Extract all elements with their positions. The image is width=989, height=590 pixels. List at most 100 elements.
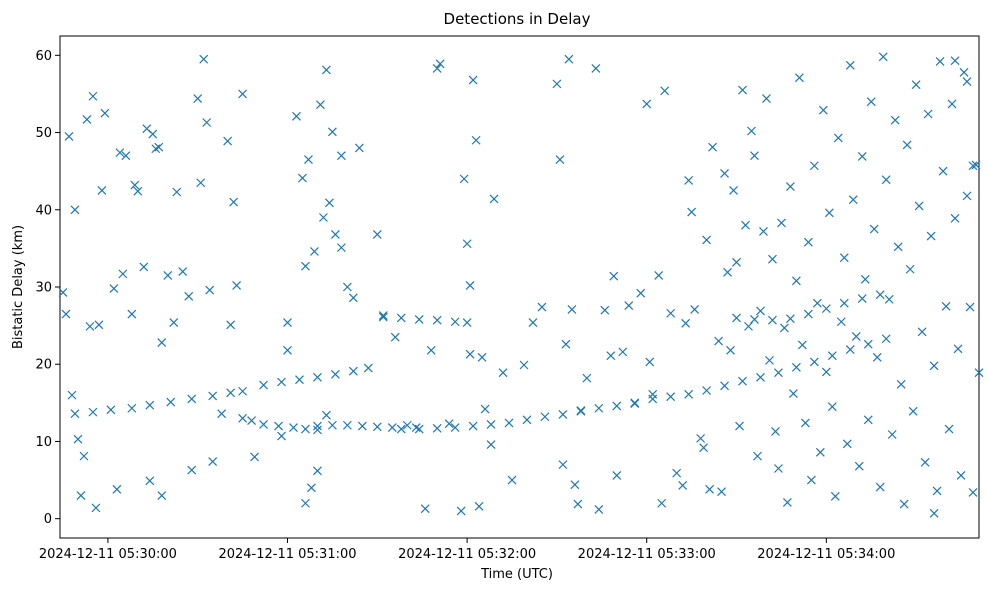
x-tick-label-3: 2024-12-11 05:33:00	[578, 547, 716, 562]
data-point-212	[717, 487, 726, 497]
data-point-271	[893, 242, 903, 252]
data-point-156	[456, 506, 466, 516]
data-point-32	[414, 315, 424, 324]
x-tick-label-1: 2024-12-11 05:31:00	[218, 547, 356, 562]
data-point-224	[753, 451, 762, 461]
y-tick-label-1: 10	[35, 435, 52, 450]
data-point-99	[148, 129, 158, 139]
data-point-259	[857, 152, 867, 161]
data-point-172	[537, 302, 547, 312]
y-tick-label-3: 30	[35, 281, 52, 296]
y-axis-title: Bistatic Delay (km)	[11, 225, 26, 349]
data-point-47	[594, 403, 604, 413]
data-point-50	[648, 394, 658, 404]
data-point-62	[863, 339, 873, 349]
data-point-292	[956, 471, 966, 480]
data-point-150	[411, 423, 421, 432]
data-point-250	[830, 491, 840, 501]
data-point-254	[842, 439, 852, 449]
data-point-295	[965, 302, 975, 312]
data-point-60	[827, 351, 837, 361]
data-point-181	[576, 406, 586, 415]
data-point-79	[76, 491, 86, 500]
data-point-161	[468, 75, 478, 85]
data-point-248	[824, 208, 834, 218]
data-point-258	[854, 461, 864, 471]
data-point-225	[756, 306, 765, 316]
x-tick-label-2: 2024-12-11 05:32:00	[398, 547, 536, 562]
y-axis: 0 10 20 30 40 50 60	[35, 49, 60, 527]
data-point-176	[561, 339, 571, 349]
data-point-272	[896, 379, 906, 389]
data-point-26	[342, 420, 352, 430]
data-point-21	[330, 369, 340, 379]
data-point-113	[202, 118, 212, 127]
data-point-72	[875, 290, 885, 300]
data-point-133	[319, 213, 328, 222]
data-point-152	[426, 345, 436, 355]
data-point-95	[133, 186, 143, 196]
data-point-215	[726, 345, 735, 355]
data-point-127	[298, 173, 307, 183]
data-point-131	[310, 247, 319, 256]
data-point-89	[112, 484, 122, 494]
data-point-243	[809, 161, 819, 171]
data-point-93	[127, 309, 137, 319]
data-point-58	[791, 362, 801, 372]
data-point-107	[178, 267, 188, 276]
data-point-94	[130, 180, 140, 190]
data-point-264	[872, 352, 882, 362]
data-point-296	[968, 488, 978, 497]
data-point-174	[555, 155, 565, 164]
data-point-30	[378, 312, 388, 322]
data-point-138	[336, 243, 346, 253]
data-point-221	[744, 321, 753, 331]
data-point-270	[890, 115, 900, 125]
data-point-269	[887, 430, 897, 439]
data-point-74	[61, 309, 71, 319]
data-point-188	[612, 471, 622, 480]
data-point-22	[348, 366, 358, 376]
data-point-90	[115, 148, 125, 158]
data-point-201	[678, 481, 688, 490]
data-point-223	[750, 151, 759, 161]
data-point-177	[564, 54, 574, 64]
data-point-183	[591, 64, 601, 73]
data-point-300	[950, 56, 960, 66]
data-point-105	[169, 318, 179, 327]
data-point-83	[88, 91, 98, 101]
y-tick-label-5: 50	[35, 126, 52, 141]
data-point-10	[238, 413, 248, 423]
data-point-158	[462, 239, 472, 249]
data-point-206	[696, 433, 706, 443]
data-point-220	[741, 220, 750, 230]
data-point-222	[747, 126, 756, 136]
data-point-251	[833, 133, 843, 143]
data-point-110	[193, 94, 203, 103]
data-point-194	[645, 357, 655, 367]
data-point-190	[624, 301, 634, 310]
data-point-240	[800, 418, 810, 428]
data-point-256	[848, 195, 858, 205]
data-point-244	[812, 298, 822, 308]
data-point-162	[471, 135, 481, 145]
x-axis-title: Time (UTC)	[480, 567, 553, 582]
data-point-232	[777, 218, 786, 228]
data-point-166	[486, 440, 496, 449]
data-point-217	[732, 257, 741, 267]
data-point-280	[920, 457, 930, 467]
data-point-257	[851, 332, 861, 341]
data-point-0	[70, 409, 80, 419]
data-point-278	[914, 201, 924, 211]
plot-frame	[59, 35, 980, 539]
data-point-229	[768, 254, 777, 264]
data-point-106	[172, 187, 182, 197]
data-point-132	[316, 100, 325, 110]
data-point-294	[962, 191, 972, 201]
data-point-236	[788, 389, 798, 399]
data-point-126	[292, 111, 301, 121]
data-point-279	[917, 327, 927, 337]
data-point-182	[582, 373, 592, 383]
data-point-275	[905, 264, 915, 274]
